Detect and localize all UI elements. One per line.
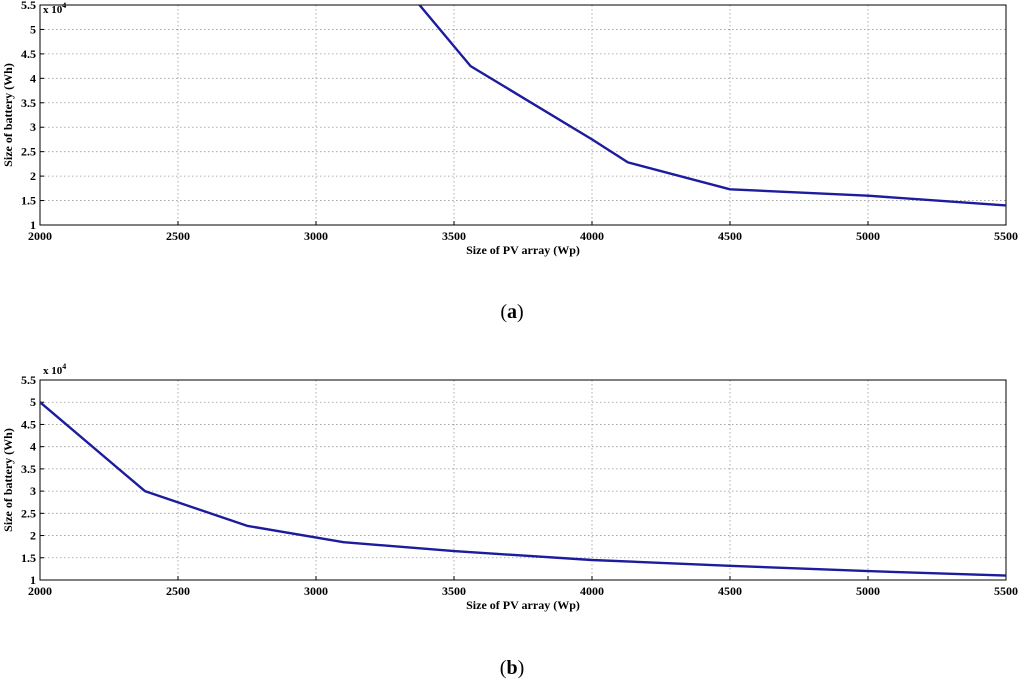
y-tick-label: 3.5	[21, 462, 36, 476]
x-tick-label: 5500	[994, 229, 1018, 243]
y-tick-label: 4.5	[21, 417, 36, 431]
series-line-0	[418, 5, 1006, 207]
x-tick-label: 2000	[28, 229, 52, 243]
x-tick-label: 4500	[718, 584, 742, 598]
y-tick-label: 4	[30, 71, 36, 85]
x-tick-label: 3000	[304, 584, 328, 598]
chart-a: 2000 2500 3000 3500 4000 4500 5000 5500 1 1.5 2 2.5…	[1, 0, 1018, 323]
caption-close-paren: )	[518, 657, 525, 679]
x-tick-label: 2500	[166, 584, 190, 598]
y-tick-label: 2.5	[21, 506, 36, 520]
y-tick-label: 2	[30, 169, 36, 183]
x-tick-label: 3500	[442, 229, 466, 243]
grid	[40, 5, 1006, 225]
y-axis-label: Size of battery (Wh)	[1, 428, 15, 532]
y-tick-label: 4	[30, 440, 36, 454]
chart-panel-b: 2000 2500 3000 3500 4000 4500 5000 5500 1 1.5 2 2.5…	[0, 360, 1024, 684]
plot-frame	[39, 379, 1007, 581]
y-tick-label: 4.5	[21, 47, 36, 61]
y-exponent-label: x 104	[43, 362, 66, 377]
series-line-0	[40, 401, 1006, 577]
y-exponent-base: x 10	[43, 4, 63, 16]
y-tick-label: 1	[30, 573, 36, 587]
y-tick-label: 5	[30, 22, 36, 36]
x-tick-label: 5000	[856, 229, 880, 243]
x-axis-label: Size of PV array (Wp)	[466, 598, 580, 612]
x-tick-label: 5500	[994, 584, 1018, 598]
caption-letter: b	[506, 657, 517, 679]
y-exponent-power: 4	[62, 362, 66, 371]
x-tick-label: 2000	[28, 584, 52, 598]
caption-letter: a	[507, 301, 517, 323]
plot-frame	[39, 4, 1007, 226]
chart-b: 2000 2500 3000 3500 4000 4500 5000 5500 1 1.5 2 2.5…	[1, 362, 1018, 679]
y-tick-label: 1	[30, 218, 36, 232]
x-tick-label: 3500	[442, 584, 466, 598]
x-tick-label: 4000	[580, 229, 604, 243]
y-tick-label: 3.5	[21, 96, 36, 110]
y-exponent-base: x 10	[43, 365, 63, 377]
y-exponent-power: 4	[62, 1, 66, 10]
caption-open-paren: (	[500, 657, 507, 679]
y-tick-label: 3	[30, 484, 36, 498]
panel-caption: (b)	[500, 657, 524, 679]
x-tick-label: 2500	[166, 229, 190, 243]
x-tick-label: 4500	[718, 229, 742, 243]
x-tick-label: 3000	[304, 229, 328, 243]
y-tick-label: 2.5	[21, 145, 36, 159]
y-tick-label: 1.5	[21, 194, 36, 208]
chart-panel-a: 2000 2500 3000 3500 4000 4500 5000 5500 1 1.5 2 2.5…	[0, 0, 1024, 340]
caption-open-paren: (	[500, 301, 507, 323]
y-tick-label: 5.5	[21, 373, 36, 387]
x-axis-label: Size of PV array (Wp)	[466, 243, 580, 257]
x-tick-label: 4000	[580, 584, 604, 598]
caption-close-paren: )	[517, 301, 524, 323]
y-tick-label: 5.5	[21, 0, 36, 12]
panel-caption: (a)	[500, 301, 523, 323]
y-tick-label: 5	[30, 395, 36, 409]
y-exponent-label: x 104	[43, 1, 66, 16]
grid	[40, 380, 1006, 580]
y-axis-label: Size of battery (Wh)	[1, 63, 15, 167]
y-tick-label: 1.5	[21, 551, 36, 565]
y-tick-label: 3	[30, 120, 36, 134]
x-tick-label: 5000	[856, 584, 880, 598]
y-tick-label: 2	[30, 529, 36, 543]
